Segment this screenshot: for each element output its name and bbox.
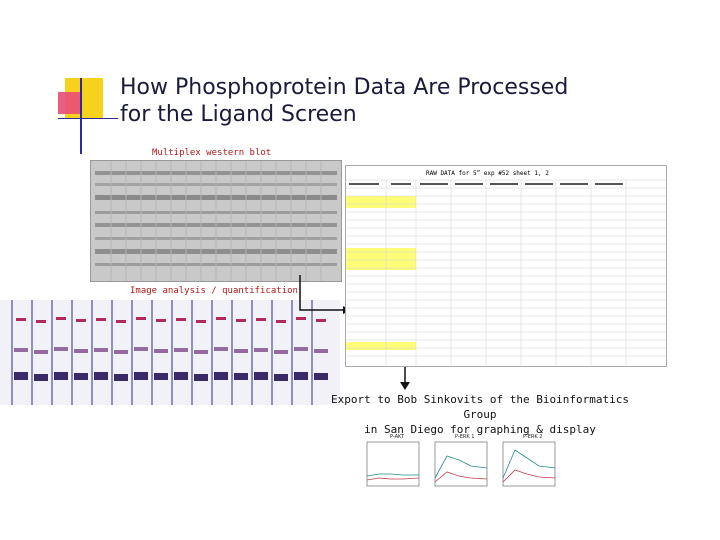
- blot-svg: [91, 161, 341, 281]
- graph-p-erk-1: P-ERK 1: [434, 434, 488, 487]
- accent-pink-square: [58, 92, 80, 114]
- export-line-2: in San Diego for graphing & display: [364, 423, 596, 436]
- sheet-header: RAW DATA for 5” exp #52 sheet 1, 2: [426, 170, 549, 177]
- graph-title-p-akt: P-AKT: [390, 434, 405, 440]
- western-blot-image: [90, 160, 342, 282]
- quantification-image: [0, 300, 340, 405]
- accent-vertical-line: [80, 78, 82, 154]
- result-graphs: P-AKT P-ERK 1 P-ERK 2: [355, 430, 565, 510]
- slide-title: How Phosphoprotein Data Are Processed fo…: [120, 74, 680, 128]
- raw-data-spreadsheet: RAW DATA for 5” exp #52 sheet 1, 2: [345, 165, 667, 367]
- title-line-1: How Phosphoprotein Data Are Processed: [120, 75, 569, 100]
- graph-p-akt: P-AKT: [366, 434, 420, 487]
- graphs-svg: P-AKT P-ERK 1 P-ERK 2: [366, 434, 556, 487]
- sheet-grid-svg: [346, 179, 666, 366]
- graph-p-erk-2: P-ERK 2: [502, 434, 556, 487]
- accent-horizontal-line: [58, 118, 118, 119]
- title-line-2: for the Ligand Screen: [120, 102, 357, 127]
- graph-title-p-erk-2: P-ERK 2: [523, 434, 542, 440]
- label-image-analysis: Image analysis / quantification: [130, 286, 298, 296]
- export-line-1: Export to Bob Sinkovits of the Bioinform…: [330, 393, 629, 421]
- label-multiplex-western-blot: Multiplex western blot: [152, 148, 272, 158]
- graph-title-p-erk-1: P-ERK 1: [455, 434, 474, 440]
- export-caption: Export to Bob Sinkovits of the Bioinform…: [325, 392, 635, 437]
- quant-svg: [0, 300, 340, 405]
